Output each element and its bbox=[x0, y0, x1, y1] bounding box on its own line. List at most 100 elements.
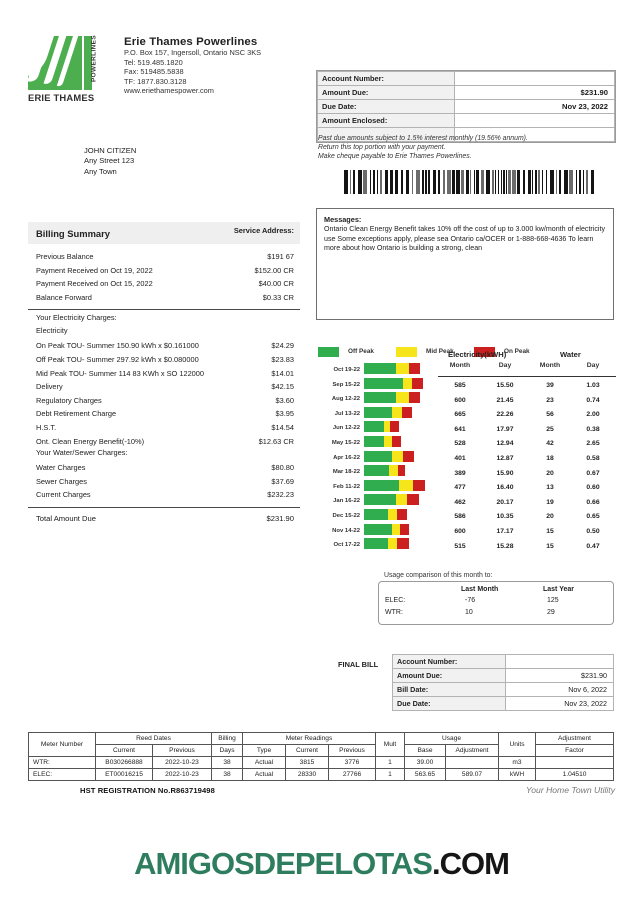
chart-segment-mid-peak bbox=[398, 479, 413, 491]
final-bill-row: Due Date: Nov 23, 2022 bbox=[392, 696, 614, 711]
remittance-table: Account Number: Amount Due: $231.90 Due Dat… bbox=[317, 71, 615, 142]
chart-segment-on-peak bbox=[391, 435, 401, 447]
line-amount: $3.95 bbox=[275, 409, 295, 419]
chart-bar bbox=[364, 523, 409, 535]
chart-bar-label: Apr 16-22 bbox=[333, 454, 360, 461]
final-bill-label-cell: Bill Date: bbox=[392, 682, 506, 697]
remittance-value[interactable]: $231.90 bbox=[454, 85, 615, 100]
chart-bar-row: Oct 17-22 bbox=[316, 537, 436, 552]
meter-cell bbox=[445, 756, 499, 769]
footer-tagline: Your Home Town Utility bbox=[526, 785, 615, 795]
chart-segment-off-peak bbox=[364, 377, 404, 389]
chart-segment-mid-peak bbox=[391, 450, 404, 462]
chart-table-cell: 0.65 bbox=[586, 513, 600, 521]
chart-table-cell: 22.26 bbox=[496, 411, 514, 419]
chart-segment-off-peak bbox=[364, 523, 392, 535]
chart-table-cell: 15.90 bbox=[496, 469, 514, 477]
chart-bar-label: Aug 12-22 bbox=[331, 396, 360, 403]
remittance-label: Amount Due: bbox=[317, 85, 455, 100]
line-desc: Balance Forward bbox=[36, 292, 92, 302]
chart-table-cell: 21.45 bbox=[496, 396, 514, 404]
chart-segment-mid-peak bbox=[396, 363, 409, 374]
meter-cell: WTR: bbox=[28, 756, 96, 769]
chart-segment-off-peak bbox=[364, 465, 390, 477]
th-billing: Billing bbox=[211, 732, 243, 745]
chart-bar-row: Feb 11-22 bbox=[316, 479, 436, 494]
chart-table-cell: 515 bbox=[454, 542, 466, 550]
barcode bbox=[344, 170, 597, 194]
meter-cell: 27766 bbox=[328, 768, 376, 781]
line-desc: Current Charges bbox=[36, 490, 91, 500]
final-bill-row: Bill Date: Nov 6, 2022 bbox=[392, 682, 614, 697]
chart-table-cell: 2.65 bbox=[586, 440, 600, 448]
remittance-value[interactable] bbox=[454, 113, 615, 128]
line-desc: Delivery bbox=[36, 382, 63, 392]
line-amount: $24.29 bbox=[271, 341, 294, 351]
th-meter-readings: Meter Readings bbox=[242, 732, 376, 745]
logo-vertical-label: POWERLINES bbox=[90, 35, 98, 82]
final-bill-label-cell: Due Date: bbox=[392, 696, 506, 711]
logo-wordmark: ERIE THAMES bbox=[28, 92, 95, 103]
chart-segment-mid-peak bbox=[387, 508, 398, 520]
billing-summary: Billing Summary Service Address: Previou… bbox=[28, 222, 300, 526]
chart-segment-on-peak bbox=[397, 508, 408, 520]
electricity-charge-row: Debt Retirement Charge $3.95 bbox=[28, 407, 300, 421]
chart-bar-row: Jan 16-22 bbox=[316, 493, 436, 508]
meter-cell: Actual bbox=[242, 768, 286, 781]
electricity-charge-row: Delivery $42.15 bbox=[28, 380, 300, 394]
chart-segment-on-peak bbox=[408, 392, 420, 404]
chart-table-cell: 401 bbox=[454, 454, 466, 462]
col-elec-day: Day bbox=[498, 362, 512, 369]
usage-comparison-row: WTR: 10 29 bbox=[379, 608, 613, 620]
chart-bar-label: May 15-22 bbox=[331, 439, 360, 446]
watermark: AMIGOSDEPELOTAS.COM bbox=[0, 846, 643, 882]
chart-table-rule bbox=[438, 376, 616, 377]
final-bill-value-cell: Nov 23, 2022 bbox=[505, 696, 614, 711]
chart-segment-mid-peak bbox=[391, 406, 403, 418]
remittance-value[interactable]: Nov 23, 2022 bbox=[454, 99, 615, 114]
chart-group-headers: Electricity(kWH) Water bbox=[438, 350, 616, 362]
usage-row-value: 29 bbox=[547, 609, 555, 616]
line-amount: $14.01 bbox=[271, 368, 294, 378]
chart-table-cell: 42 bbox=[546, 440, 554, 448]
messages-title: Messages: bbox=[324, 215, 362, 224]
usage-comparison-row: ELEC: -76 125 bbox=[379, 596, 613, 608]
chart-segment-mid-peak bbox=[396, 392, 409, 404]
meter-cell: 3776 bbox=[328, 756, 376, 769]
chart-table-cell: 15.28 bbox=[496, 542, 514, 550]
remittance-label: Amount Enclosed: bbox=[317, 113, 455, 128]
chart-table-cell: 23 bbox=[546, 396, 554, 404]
hst-registration: HST REGISTRATION No.R863719498 bbox=[80, 786, 215, 795]
usage-row-value: 125 bbox=[547, 597, 559, 604]
chart-bar bbox=[364, 406, 413, 418]
electricity-charge-row: Mid Peak TOU- Summer 114 83 KWh x SO 122… bbox=[28, 367, 300, 381]
th-adjustment-factor: Factor bbox=[535, 744, 614, 757]
table-row: WTR: B030266888 2022-10-23 38 Actual 3815 3776… bbox=[28, 756, 614, 769]
legend-label: On Peak bbox=[504, 348, 530, 355]
meter-cell: 28330 bbox=[285, 768, 329, 781]
chart-segment-mid-peak bbox=[389, 465, 399, 477]
chart-table-row: 641 17.97 25 0.38 bbox=[438, 422, 616, 437]
chart-bar-row: Nov 14-22 bbox=[316, 523, 436, 538]
chart-bar bbox=[364, 392, 420, 404]
usage-row-value: 10 bbox=[465, 609, 473, 616]
chart-table-row: 600 21.45 23 0.74 bbox=[438, 393, 616, 408]
line-desc: Off Peak TOU- Summer 297.92 kWh x $0.080… bbox=[36, 354, 199, 364]
remittance-value[interactable] bbox=[454, 71, 615, 86]
usage-col-last-month: Last Month bbox=[461, 586, 499, 593]
chart-bar bbox=[364, 421, 399, 433]
electricity-charge-row: Ont. Clean Energy Benefit(-10%) $12.63 CR bbox=[28, 435, 300, 449]
watermark-black: .COM bbox=[431, 846, 510, 881]
chart-segment-mid-peak bbox=[387, 538, 398, 550]
chart-bar-row: Aug 12-22 bbox=[316, 391, 436, 406]
chart-segment-on-peak bbox=[402, 406, 413, 418]
final-bill-row: Amount Due: $231.90 bbox=[392, 668, 614, 683]
col-water-day: Day bbox=[586, 362, 600, 369]
line-amount: $23.83 bbox=[271, 354, 294, 364]
chart-segment-mid-peak bbox=[384, 421, 391, 433]
chart-table-cell: 17.97 bbox=[496, 425, 514, 433]
line-amount: $0.33 CR bbox=[262, 292, 294, 302]
usage-chart: Off Peak Mid Peak On Peak Oct 19-22 Sep 15-… bbox=[316, 346, 616, 550]
meter-cell: ET00016215 bbox=[95, 768, 153, 781]
chart-table-cell: 17.17 bbox=[496, 527, 514, 535]
